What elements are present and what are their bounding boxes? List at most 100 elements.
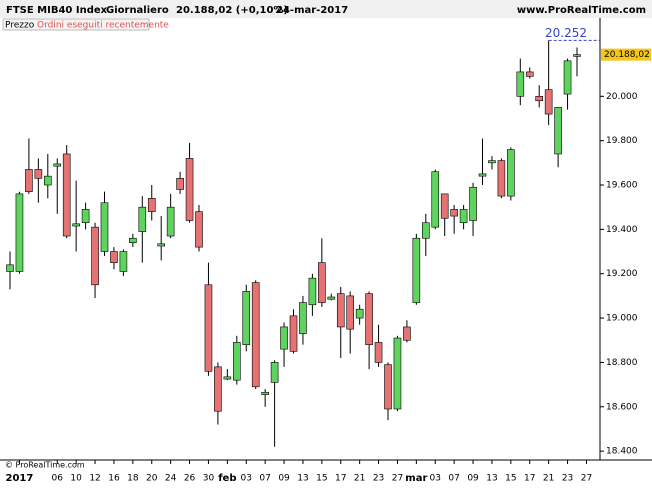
candle-body	[497, 160, 506, 197]
candle-body	[403, 326, 411, 341]
x-tick-label: 09	[278, 474, 290, 484]
candle-body	[129, 237, 137, 243]
candle-body	[384, 364, 392, 410]
candle-body	[308, 277, 317, 306]
x-tick-label: 30	[203, 474, 215, 484]
candle-body	[365, 293, 373, 345]
x-tick-label: 09	[467, 474, 479, 484]
candle-body	[270, 362, 279, 383]
legend-box	[2, 18, 150, 31]
candle-body	[488, 160, 496, 164]
site: www.ProRealTime.com	[517, 5, 646, 16]
x-tick-label: 24	[165, 474, 177, 484]
candle-body	[421, 222, 430, 239]
candle-body	[459, 209, 468, 224]
x-tick-label: 03	[241, 474, 252, 484]
candle-body	[185, 158, 194, 221]
candle-body	[233, 342, 241, 381]
y-tick-label: 20.000	[606, 92, 638, 102]
candle-body	[34, 169, 43, 179]
candle-body	[469, 186, 477, 221]
candle-body	[280, 326, 288, 350]
candle-body	[299, 302, 307, 334]
x-tick-label: 27	[392, 474, 403, 484]
y-tick-label: 18.400	[606, 447, 638, 457]
x-tick-label: 21	[354, 474, 365, 484]
candle-body	[204, 284, 213, 372]
candle-body	[72, 223, 80, 227]
x-tick-label: 17	[335, 474, 346, 484]
candle-body	[91, 226, 99, 286]
chart-title: FTSE MIB40 Index	[6, 5, 108, 16]
x-tick-label: 18	[127, 474, 139, 484]
candle-body	[573, 54, 581, 57]
candle-body	[516, 71, 525, 97]
candle-body	[15, 193, 24, 272]
y-tick-label: 19.400	[606, 225, 638, 235]
footer: © ProRealTime.com	[5, 461, 85, 470]
high-marker-label: 20.252	[545, 26, 587, 40]
candle-body	[119, 251, 128, 272]
candle-body	[110, 251, 118, 263]
x-tick-label: 17	[524, 474, 535, 484]
quote: 20.188,02 (+0,10%)	[176, 5, 288, 16]
last-price-label: 20.188,02	[604, 50, 650, 60]
x-tick-label: mar	[405, 473, 427, 484]
x-tick-label: 20	[146, 474, 158, 484]
candle-body	[138, 206, 147, 232]
candle-body	[214, 366, 222, 412]
x-tick-label: 13	[297, 474, 308, 484]
legend-entry[interactable]: Ordini eseguiti recentemente	[37, 21, 169, 31]
candle-body	[100, 202, 109, 252]
candle-body	[53, 163, 62, 167]
candle-body	[544, 89, 553, 115]
candle-body	[327, 296, 336, 300]
x-tick-label: 07	[448, 474, 459, 484]
candle-body	[374, 342, 383, 363]
x-tick-label: 2017	[6, 473, 34, 484]
x-tick-label: 06	[52, 474, 64, 484]
candle-body	[261, 392, 269, 395]
legend-entry: Prezzo	[5, 21, 35, 31]
x-tick-label: 27	[581, 474, 592, 484]
candle-body	[535, 96, 544, 102]
candle-body	[195, 211, 203, 248]
x-tick-label: 26	[184, 474, 196, 484]
x-tick-label: 15	[316, 474, 327, 484]
candle-body	[507, 149, 515, 197]
candle-body	[440, 193, 449, 219]
candle-body	[176, 178, 184, 190]
y-tick-label: 19.600	[606, 181, 638, 191]
candle-body	[25, 169, 33, 192]
candle-body	[289, 315, 298, 352]
candle-body	[147, 198, 156, 212]
y-tick-label: 19.000	[606, 314, 638, 324]
candle-body	[478, 173, 487, 177]
candle-body	[242, 291, 251, 345]
x-tick-label: 23	[562, 474, 573, 484]
candle-body	[431, 171, 440, 228]
candle-body	[223, 376, 232, 380]
candle-body	[157, 243, 165, 247]
y-tick-label: 18.800	[606, 358, 638, 368]
x-tick-label: 12	[89, 474, 100, 484]
x-tick-label: 16	[108, 474, 120, 484]
candle-body	[393, 337, 402, 410]
candle-body	[43, 175, 52, 186]
candle-body	[450, 209, 458, 217]
x-tick-label: 10	[70, 474, 82, 484]
candle-body	[346, 295, 355, 330]
candle-body	[563, 60, 572, 95]
x-tick-label: 13	[486, 474, 497, 484]
candle-body	[251, 282, 260, 388]
candle-body	[166, 206, 175, 237]
x-tick-label: 21	[543, 474, 554, 484]
x-tick-label: feb	[218, 473, 236, 484]
candle-body	[355, 308, 364, 319]
candle-body	[554, 107, 562, 155]
last-price-box	[601, 48, 651, 61]
y-tick-label: 19.800	[606, 136, 638, 146]
candle-body	[525, 71, 534, 77]
candle-body	[6, 264, 14, 272]
